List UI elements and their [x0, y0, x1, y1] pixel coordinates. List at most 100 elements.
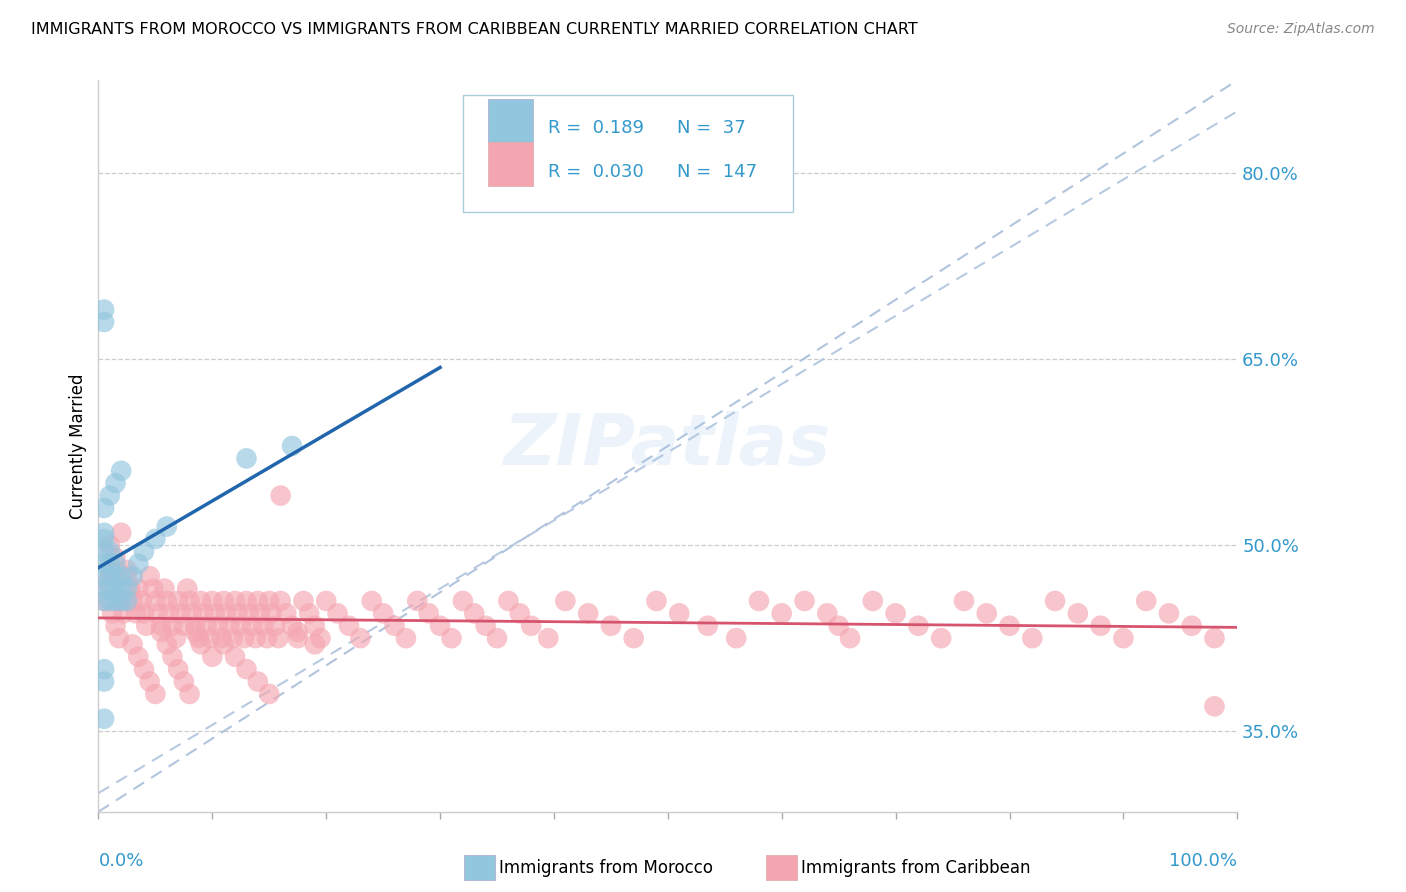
Point — [132, 544, 155, 558]
Point — [169, 607, 191, 621]
Point — [98, 594, 121, 608]
Point — [929, 631, 952, 645]
Point — [486, 631, 509, 645]
Point — [120, 582, 142, 596]
Point — [315, 594, 337, 608]
FancyBboxPatch shape — [463, 95, 793, 212]
FancyBboxPatch shape — [488, 143, 533, 186]
Point — [235, 662, 257, 676]
Point — [276, 607, 298, 621]
Point — [93, 500, 115, 515]
Point — [145, 532, 167, 546]
Point — [162, 619, 184, 633]
Point — [406, 594, 429, 608]
Point — [157, 607, 180, 621]
Point — [1157, 607, 1180, 621]
Text: Source: ZipAtlas.com: Source: ZipAtlas.com — [1227, 22, 1375, 37]
Text: N =  37: N = 37 — [676, 119, 745, 136]
Point — [110, 594, 132, 608]
Point — [839, 631, 862, 645]
Point — [281, 439, 304, 453]
Point — [104, 550, 127, 565]
Point — [153, 582, 176, 596]
Point — [146, 607, 169, 621]
Point — [384, 619, 406, 633]
Point — [193, 607, 215, 621]
Point — [1135, 594, 1157, 608]
Point — [264, 619, 287, 633]
Point — [98, 544, 121, 558]
Point — [298, 607, 321, 621]
Point — [132, 662, 155, 676]
Point — [292, 594, 315, 608]
Point — [93, 662, 115, 676]
Text: 100.0%: 100.0% — [1170, 852, 1237, 870]
Point — [304, 637, 326, 651]
Point — [165, 631, 187, 645]
Point — [520, 619, 543, 633]
Point — [576, 607, 599, 621]
Point — [127, 649, 149, 664]
Point — [179, 594, 201, 608]
Point — [998, 619, 1021, 633]
Point — [281, 619, 304, 633]
Point — [101, 607, 124, 621]
Point — [156, 637, 179, 651]
Point — [249, 607, 271, 621]
Point — [104, 569, 127, 583]
Point — [1090, 619, 1112, 633]
FancyBboxPatch shape — [488, 99, 533, 143]
Point — [195, 619, 218, 633]
Point — [252, 619, 274, 633]
Point — [110, 594, 132, 608]
Point — [907, 619, 929, 633]
Point — [93, 532, 115, 546]
Point — [104, 476, 127, 491]
Point — [93, 712, 115, 726]
Text: R =  0.030: R = 0.030 — [548, 162, 644, 181]
Point — [150, 624, 173, 639]
Point — [212, 637, 235, 651]
Point — [828, 619, 851, 633]
Point — [180, 607, 202, 621]
Point — [235, 451, 257, 466]
Point — [93, 569, 115, 583]
Point — [98, 582, 121, 596]
Point — [645, 594, 668, 608]
Point — [121, 569, 143, 583]
Point — [93, 582, 115, 596]
Text: N =  147: N = 147 — [676, 162, 756, 181]
Point — [93, 315, 115, 329]
Point — [815, 607, 838, 621]
Point — [187, 631, 209, 645]
Point — [326, 607, 349, 621]
Point — [93, 544, 115, 558]
Point — [173, 619, 195, 633]
Point — [287, 631, 309, 645]
Point — [127, 557, 149, 571]
Point — [696, 619, 718, 633]
Point — [98, 557, 121, 571]
Point — [233, 631, 256, 645]
Point — [429, 619, 451, 633]
Point — [115, 594, 138, 608]
Point — [127, 582, 149, 596]
Point — [209, 631, 232, 645]
Point — [418, 607, 440, 621]
Point — [287, 624, 309, 639]
Point — [259, 594, 281, 608]
Text: Immigrants from Morocco: Immigrants from Morocco — [499, 859, 713, 877]
Point — [360, 594, 382, 608]
Point — [115, 582, 138, 596]
Text: Immigrants from Caribbean: Immigrants from Caribbean — [801, 859, 1031, 877]
Point — [218, 619, 240, 633]
Point — [104, 619, 127, 633]
Point — [246, 594, 269, 608]
Point — [953, 594, 976, 608]
Point — [212, 594, 235, 608]
Point — [304, 619, 326, 633]
Text: R =  0.189: R = 0.189 — [548, 119, 644, 136]
Point — [600, 619, 623, 633]
Text: ZIPatlas: ZIPatlas — [505, 411, 831, 481]
Point — [110, 464, 132, 478]
